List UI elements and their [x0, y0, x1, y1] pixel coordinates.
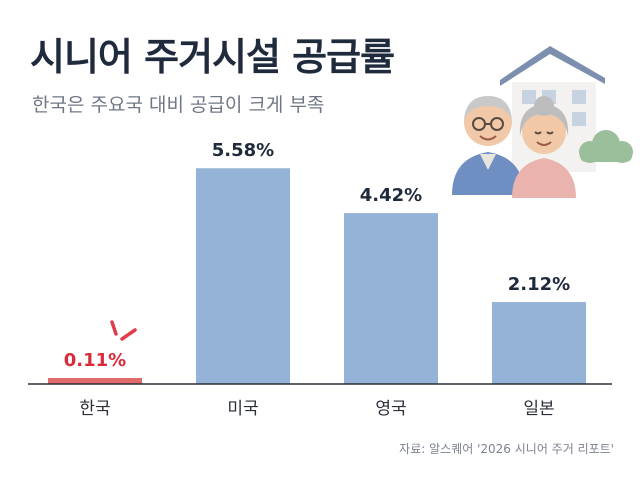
bar-2: [196, 168, 290, 384]
senior-couple-illustration: [452, 46, 633, 198]
bar-value-label-4: 2.12%: [508, 274, 570, 295]
category-label-2: 미국: [227, 399, 258, 419]
grandmother-icon: [512, 96, 576, 198]
bar-4: [492, 302, 586, 384]
grandfather-icon: [452, 96, 524, 195]
source-note: 자료: 알스퀘어 '2026 시니어 주거 리포트': [399, 442, 614, 456]
bar-3: [344, 213, 438, 384]
bar-value-label-3: 4.42%: [360, 185, 422, 206]
bar-value-label-1: 0.11%: [64, 350, 126, 371]
category-label-3: 영국: [375, 399, 406, 419]
highlight-burst: [110, 320, 137, 341]
chart-subtitle: 한국은 주요국 대비 공급이 크게 부족: [32, 94, 325, 116]
bar-1: [48, 378, 142, 384]
bar-value-label-2: 5.58%: [212, 140, 274, 161]
category-label-4: 일본: [523, 399, 554, 419]
category-label-1: 한국: [79, 399, 110, 419]
chart-title: 시니어 주거시설 공급률: [30, 35, 395, 79]
bush-icon: [579, 130, 633, 163]
